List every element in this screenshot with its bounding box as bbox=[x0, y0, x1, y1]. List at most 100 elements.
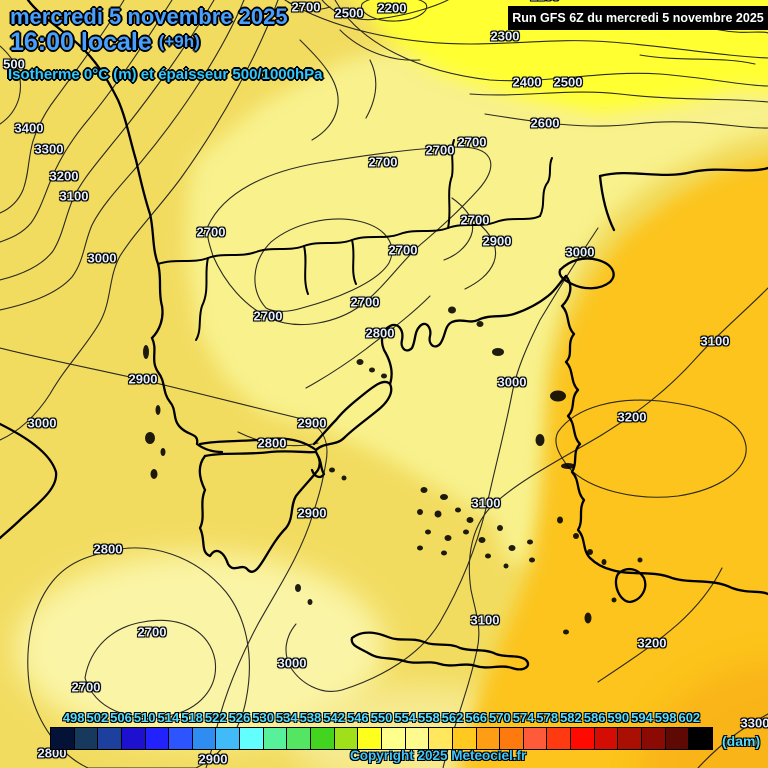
scale-cell bbox=[216, 728, 240, 749]
scale-value: 534 bbox=[275, 710, 298, 725]
scale-cell bbox=[429, 728, 452, 749]
contour-label: 3000 bbox=[565, 244, 595, 260]
scale-value: 582 bbox=[560, 710, 582, 725]
contour-label: 2700 bbox=[196, 224, 226, 240]
contour-label: 2700 bbox=[457, 134, 487, 150]
scale-value: 546 bbox=[346, 710, 369, 725]
contour-label: 2700 bbox=[388, 242, 418, 258]
run-info-box: Run GFS 6Z du mercredi 5 novembre 2025 bbox=[508, 6, 768, 30]
contour-label: 2700 bbox=[425, 142, 455, 158]
fill-cream-ionian bbox=[15, 553, 385, 743]
scale-value: 518 bbox=[181, 710, 203, 725]
scale-value: 598 bbox=[654, 710, 677, 725]
scale-value: 586 bbox=[583, 710, 606, 725]
contour-label: 2400 bbox=[512, 74, 542, 90]
contour-label: 3100 bbox=[59, 188, 89, 204]
scale-cell bbox=[334, 728, 358, 749]
contour-label: 3300 bbox=[740, 715, 768, 731]
copyright-text: Copyright 2025 Meteociel.fr bbox=[350, 748, 527, 763]
scale-value: 502 bbox=[86, 710, 109, 725]
contour-label: 2800 bbox=[365, 325, 395, 341]
scale-value: 578 bbox=[536, 710, 559, 725]
map-parameter-subtitle: Isotherme 0°C (m) et épaisseur 500/1000h… bbox=[8, 66, 323, 83]
scale-cell bbox=[287, 728, 311, 749]
contour-label: 2700 bbox=[137, 624, 167, 640]
scale-value: 510 bbox=[133, 710, 156, 725]
contour-label: 3100 bbox=[700, 333, 730, 349]
contour-label: 2900 bbox=[198, 751, 228, 767]
scale-unit-label: (dam) bbox=[722, 733, 761, 749]
scale-cell bbox=[452, 728, 476, 749]
contour-label: 2700 bbox=[291, 0, 321, 15]
scale-cell bbox=[169, 728, 192, 749]
scale-cell bbox=[476, 728, 500, 749]
contour-label: 500 bbox=[3, 56, 25, 72]
contour-label: 2500 bbox=[334, 5, 364, 21]
scale-cell bbox=[240, 728, 263, 749]
contour-label: 3100 bbox=[470, 612, 500, 628]
coastlines bbox=[0, 0, 768, 671]
contour-label: 2800 bbox=[257, 435, 287, 451]
scale-value: 526 bbox=[228, 710, 251, 725]
run-info-label: Run GFS 6Z du mercredi 5 novembre 2025 bbox=[512, 11, 764, 25]
local-time: 16:00 locale bbox=[10, 28, 152, 56]
contour-label: 2700 bbox=[253, 308, 283, 324]
scale-value: 542 bbox=[323, 710, 345, 725]
contour-label: 3000 bbox=[497, 374, 527, 390]
contour-label: 2900 bbox=[482, 233, 512, 249]
scale-cell bbox=[523, 728, 547, 749]
scale-value: 514 bbox=[157, 710, 180, 725]
contour-label: 2500 bbox=[553, 74, 583, 90]
scale-cell bbox=[74, 728, 98, 749]
scale-cell bbox=[381, 728, 405, 749]
contour-label: 3000 bbox=[277, 655, 307, 671]
contour-label: 2200 bbox=[531, 0, 560, 4]
scale-cell bbox=[642, 728, 665, 749]
scale-cell bbox=[192, 728, 216, 749]
scale-value: 574 bbox=[512, 710, 535, 725]
scale-cell bbox=[358, 728, 381, 749]
contour-label: 2900 bbox=[128, 371, 158, 387]
fill-orange-southeast bbox=[459, 158, 768, 768]
contour-label: 3200 bbox=[637, 635, 667, 651]
contour-label: 2600 bbox=[530, 115, 560, 131]
scale-cell bbox=[51, 728, 74, 749]
scale-value-labels: 498 502 506 510 514 518 522 526 530 534 538 542 546 5… bbox=[0, 710, 768, 725]
scale-cell bbox=[263, 728, 287, 749]
contour-label: 2700 bbox=[460, 212, 490, 228]
local-time-title: 16:00 locale (+9h) bbox=[10, 28, 200, 57]
scale-value: 558 bbox=[417, 710, 440, 725]
islands bbox=[143, 306, 643, 635]
scale-value: 562 bbox=[441, 710, 464, 725]
scale-cell bbox=[98, 728, 121, 749]
contour-label: 2900 bbox=[297, 415, 327, 431]
date-title: mercredi 5 novembre 2025 bbox=[10, 4, 288, 29]
borders bbox=[157, 139, 553, 341]
scale-cell bbox=[618, 728, 642, 749]
contour-label: 2200 bbox=[377, 0, 407, 16]
scale-cell bbox=[571, 728, 594, 749]
scale-cell bbox=[500, 728, 523, 749]
contour-label: 3400 bbox=[14, 120, 44, 136]
scale-cell bbox=[145, 728, 169, 749]
scale-value: 498 bbox=[62, 710, 85, 725]
scale-cell bbox=[547, 728, 571, 749]
scale-value: 522 bbox=[204, 710, 227, 725]
contour-label: 2900 bbox=[297, 505, 327, 521]
scale-value: 530 bbox=[252, 710, 274, 725]
scale-value: 594 bbox=[631, 710, 653, 725]
scale-value: 590 bbox=[607, 710, 630, 725]
fill-pale-band bbox=[186, 40, 768, 565]
contour-label: 2800 bbox=[93, 541, 123, 557]
contour-label: 2700 bbox=[350, 294, 380, 310]
scale-value: 550 bbox=[370, 710, 393, 725]
time-offset: (+9h) bbox=[158, 32, 200, 51]
contour-label: 2700 bbox=[368, 154, 398, 170]
scale-value: 566 bbox=[465, 710, 488, 725]
scale-value: 538 bbox=[299, 710, 322, 725]
contour-label: 3100 bbox=[471, 495, 501, 511]
scale-value: 506 bbox=[110, 710, 132, 725]
